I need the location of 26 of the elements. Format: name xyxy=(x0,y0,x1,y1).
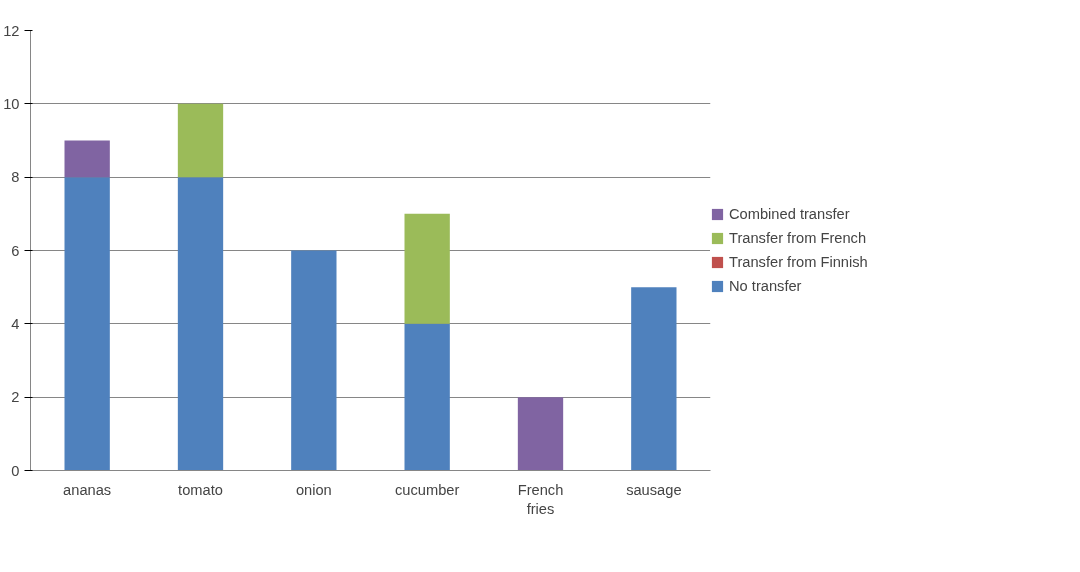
x-tick-label: tomato xyxy=(178,481,223,498)
x-tick-label: ananas xyxy=(63,481,112,498)
bar xyxy=(291,250,337,471)
y-tick-label: 8 xyxy=(11,169,20,186)
y-tick-label: 10 xyxy=(3,95,20,112)
x-tick-label: cucumber xyxy=(394,481,460,498)
x-tick-label: French fries xyxy=(517,481,564,517)
bar xyxy=(177,177,224,471)
bar xyxy=(517,397,564,471)
x-tick-label: onion xyxy=(295,481,332,498)
y-tick-label: 2 xyxy=(11,389,20,406)
bar xyxy=(64,140,110,178)
y-tick-label: 4 xyxy=(11,315,20,332)
legend-label: Transfer from Finnish xyxy=(729,254,868,270)
y-tick-label: 6 xyxy=(11,242,20,259)
bar xyxy=(404,213,450,324)
bar xyxy=(64,177,110,471)
bar xyxy=(631,287,677,471)
bar xyxy=(404,323,450,471)
bar xyxy=(177,103,224,178)
legend-label: No transfer xyxy=(729,278,802,294)
legend-label: Combined transfer xyxy=(729,206,850,222)
legend-label: Transfer from French xyxy=(729,230,867,246)
x-tick-label: sausage xyxy=(626,481,682,498)
y-tick-label: 12 xyxy=(3,22,20,39)
y-tick-label: 0 xyxy=(11,462,20,479)
